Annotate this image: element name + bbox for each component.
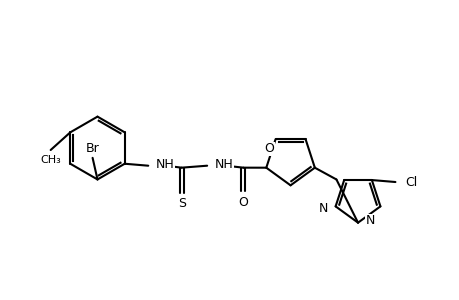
- Text: S: S: [177, 197, 185, 211]
- Text: NH: NH: [214, 158, 233, 171]
- Text: CH₃: CH₃: [40, 155, 61, 165]
- Text: Cl: Cl: [404, 176, 417, 188]
- Text: N: N: [318, 202, 327, 215]
- Text: O: O: [264, 142, 274, 155]
- Text: Br: Br: [85, 142, 99, 154]
- Text: NH: NH: [156, 158, 174, 171]
- Text: N: N: [365, 214, 375, 227]
- Text: O: O: [238, 196, 248, 208]
